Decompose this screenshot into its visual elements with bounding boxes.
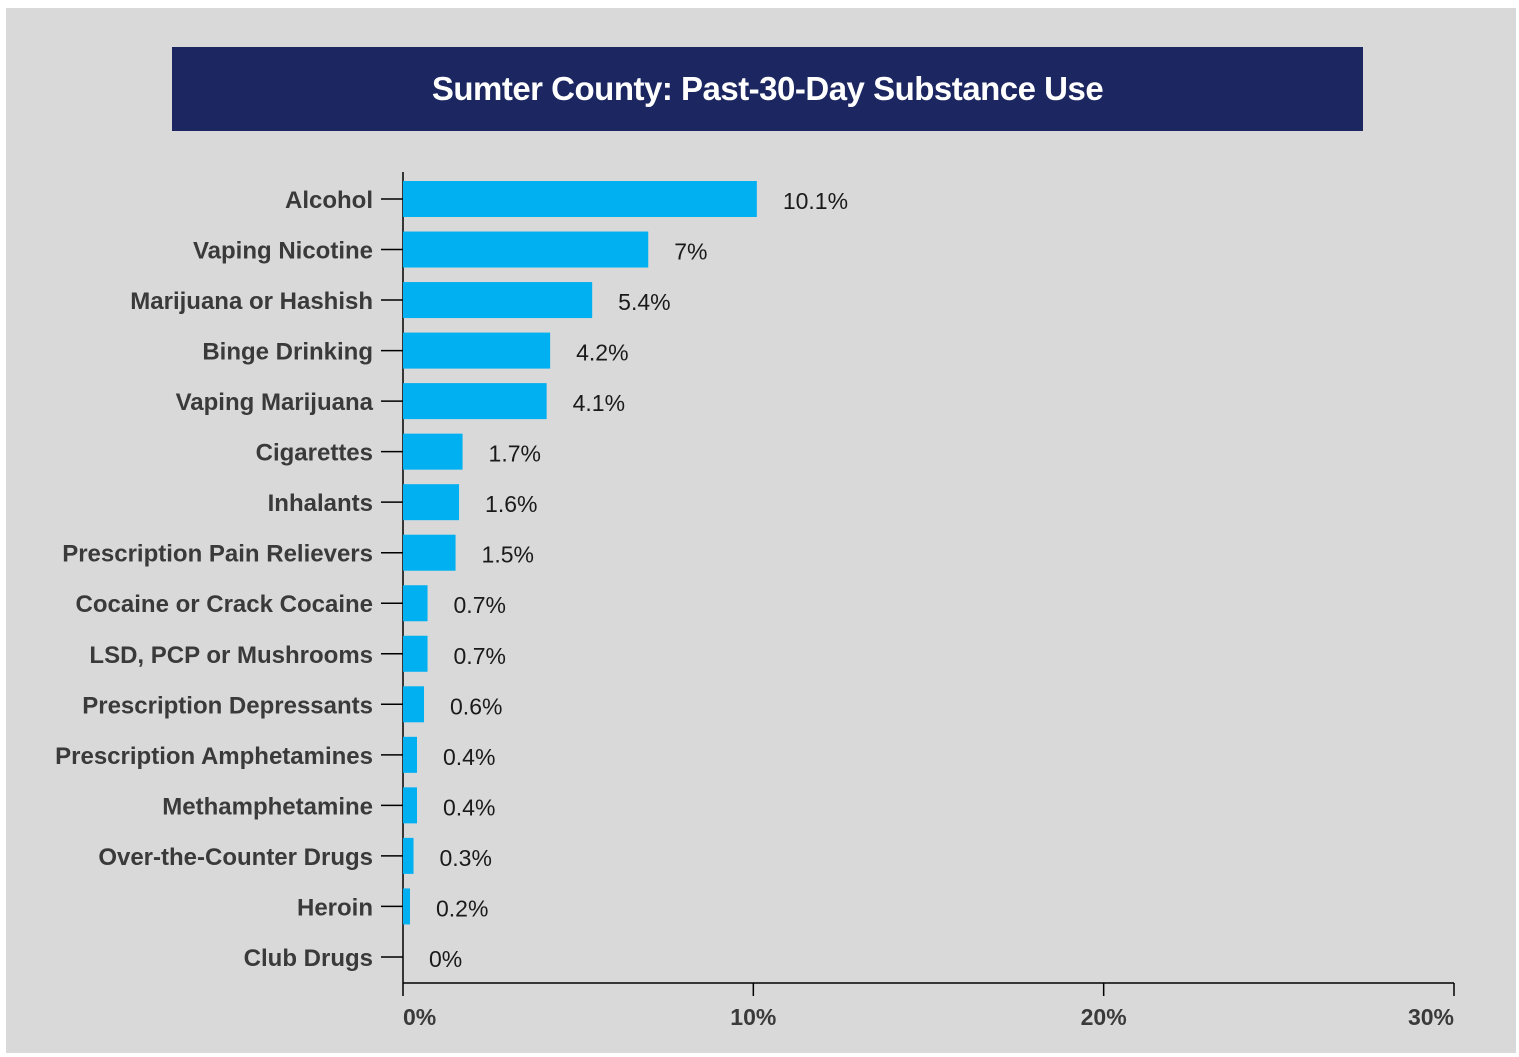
category-label: Prescription Depressants (82, 692, 373, 719)
bar (403, 585, 428, 622)
x-tick-label: 0% (403, 1004, 436, 1030)
bar (403, 231, 649, 268)
bar-value-label: 10.1% (783, 188, 848, 214)
category-label: Binge Drinking (202, 339, 373, 366)
category-label: Prescription Pain Relievers (62, 541, 373, 568)
bar (403, 282, 593, 319)
bar (403, 837, 414, 874)
bar-value-label: 4.1% (573, 390, 625, 416)
bar-value-label: 1.5% (482, 542, 534, 568)
chart-background (6, 8, 1516, 1053)
chart-title-bar: Sumter County: Past-30-Day Substance Use (172, 47, 1363, 131)
bar (403, 888, 411, 925)
category-label: Vaping Nicotine (193, 238, 373, 265)
bar (403, 787, 418, 824)
category-label: Inhalants (268, 490, 373, 517)
bar-value-label: 0.2% (436, 895, 488, 921)
bar-value-label: 4.2% (576, 340, 628, 366)
bar (403, 332, 551, 369)
bar-value-label: 0.7% (454, 592, 506, 618)
category-label: Cocaine or Crack Cocaine (76, 591, 373, 618)
category-label: LSD, PCP or Mushrooms (89, 642, 373, 669)
bar-value-label: 1.7% (489, 441, 541, 467)
bar (403, 686, 425, 723)
category-label: Heroin (297, 894, 373, 921)
x-tick-label: 30% (1408, 1004, 1454, 1030)
bar (403, 534, 456, 571)
bar (403, 433, 463, 470)
bar (403, 383, 547, 420)
bar-value-label: 0.6% (450, 693, 502, 719)
bar-value-label: 5.4% (618, 289, 670, 315)
category-label: Over-the-Counter Drugs (98, 844, 373, 871)
bar-value-label: 1.6% (485, 491, 537, 517)
category-label: Vaping Marijuana (176, 389, 374, 416)
bar-value-label: 0.7% (454, 643, 506, 669)
bar-value-label: 0% (429, 946, 462, 972)
bar (403, 635, 428, 672)
bar-value-label: 7% (674, 239, 707, 265)
bar (403, 181, 757, 217)
bar-value-label: 0.3% (440, 845, 492, 871)
category-label: Methamphetamine (162, 793, 373, 820)
category-label: Alcohol (285, 187, 373, 214)
category-label: Cigarettes (256, 440, 373, 467)
bar (403, 736, 418, 773)
category-label: Prescription Amphetamines (55, 743, 373, 770)
category-label: Marijuana or Hashish (130, 288, 373, 315)
x-tick-label: 10% (730, 1004, 776, 1030)
bar-value-label: 0.4% (443, 744, 495, 770)
bar-value-label: 0.4% (443, 794, 495, 820)
chart-title: Sumter County: Past-30-Day Substance Use (431, 70, 1104, 107)
bar (403, 484, 460, 521)
category-label: Club Drugs (244, 945, 373, 972)
x-tick-label: 20% (1081, 1004, 1127, 1030)
